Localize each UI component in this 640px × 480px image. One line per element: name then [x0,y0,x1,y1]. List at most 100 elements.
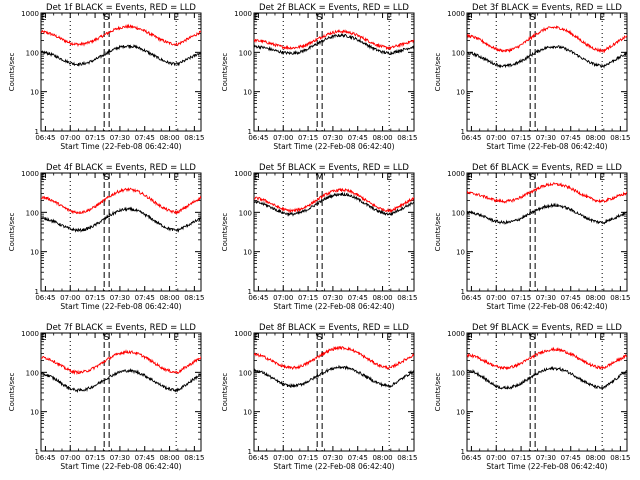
marker-letter: E [41,333,47,343]
x-tick-label: 07:30 [536,294,556,302]
y-axis-label: Counts/sec [221,53,229,92]
x-tick-label: 07:45 [348,134,368,142]
x-tick-label: 07:45 [561,454,581,462]
y-tick-label: 1 [248,128,252,136]
panel-frame [40,332,202,452]
x-tick-label: 07:30 [536,454,556,462]
marker-letter: M [316,173,324,183]
x-axis-label: Start Time (22-Feb-08 06:42:40) [486,142,607,151]
panel-det-4: Det 4f BLACK = Events, RED = LLD 1 10 100 10… [8,163,204,311]
x-tick-label: 07:15 [298,134,318,142]
x-tick-label: 07:30 [110,134,130,142]
x-tick-label: 08:00 [372,134,392,142]
marker-letter: E [467,173,473,183]
marker-letter: S [530,13,536,23]
marker-letter: S [317,13,323,23]
panel-title: Det 9f BLACK = Events, RED = LLD [472,323,622,333]
y-tick-label: 1 [248,288,252,296]
panel-det-5: Det 5f BLACK = Events, RED = LLD 1 10 100 10… [221,163,417,311]
x-tick-label: 08:15 [397,134,417,142]
y-tick-label: 100 [452,49,465,57]
y-tick-label: 1000 [447,170,465,178]
panel-series [254,345,414,389]
x-tick-label: 08:15 [610,294,630,302]
panel-series [467,182,627,225]
marker-letter: E [467,333,473,343]
y-tick-label: 1 [461,128,465,136]
x-tick-label: 06:45 [461,134,481,142]
x-tick-label: 08:00 [372,454,392,462]
y-tick-label: 10 [456,249,465,257]
panel-series [467,346,627,390]
panel-series [467,25,627,69]
y-axis-label: Counts/sec [434,53,442,92]
x-tick-label: 08:00 [585,294,605,302]
x-tick-label: 08:00 [159,294,179,302]
marker-letter: E [386,333,392,343]
x-tick-label: 07:00 [60,134,80,142]
marker-letter: E [41,173,47,183]
x-tick-label: 07:00 [273,134,293,142]
panel-det-7: Det 7f BLACK = Events, RED = LLD 1 10 100 10… [8,323,204,471]
x-tick-label: 07:00 [486,294,506,302]
series-line-lld [254,345,414,370]
x-tick-label: 07:30 [323,294,343,302]
y-tick-label: 1000 [21,10,39,18]
panel-frame [466,332,628,452]
panel-det-8: Det 8f BLACK = Events, RED = LLD 1 10 100 10… [221,323,417,471]
x-tick-label: 06:45 [35,294,55,302]
panel-title: Det 1f BLACK = Events, RED = LLD [46,3,196,13]
x-axis-label: Start Time (22-Feb-08 06:42:40) [486,462,607,471]
x-tick-label: 08:15 [184,454,204,462]
marker-letter: E [386,173,392,183]
x-tick-label: 06:45 [248,134,268,142]
y-axis-label: Counts/sec [221,213,229,252]
series-line-events [467,365,627,390]
y-tick-label: 10 [456,409,465,417]
x-tick-label: 08:00 [585,454,605,462]
x-tick-label: 08:00 [159,454,179,462]
x-tick-label: 07:30 [110,294,130,302]
marker-letter: S [530,173,536,183]
panel-det-3: Det 3f BLACK = Events, RED = LLD 1 10 100 10… [434,3,630,151]
y-tick-label: 1000 [447,10,465,18]
series-line-lld [254,187,414,214]
x-tick-label: 07:30 [323,454,343,462]
y-tick-label: 1 [35,288,39,296]
y-tick-label: 1000 [234,10,252,18]
panel-series [41,349,201,394]
series-line-lld [467,346,627,371]
series-line-lld [41,23,201,48]
x-axis-label: Start Time (22-Feb-08 06:42:40) [273,302,394,311]
x-tick-label: 08:15 [397,294,417,302]
x-tick-label: 06:45 [248,454,268,462]
x-tick-label: 07:45 [135,454,155,462]
panel-det-1: Det 1f BLACK = Events, RED = LLD 1 10 100 10… [8,3,204,151]
y-axis-label: Counts/sec [434,213,442,252]
x-tick-label: 08:15 [184,134,204,142]
series-line-events [254,33,414,56]
y-tick-label: 1000 [234,330,252,338]
marker-letter: S [104,13,110,23]
x-tick-label: 06:45 [461,454,481,462]
marker-letter: E [173,13,179,23]
x-axis-label: Start Time (22-Feb-08 06:42:40) [273,462,394,471]
panel-title: Det 2f BLACK = Events, RED = LLD [259,3,409,13]
x-tick-label: 07:45 [348,294,368,302]
x-tick-label: 07:30 [323,134,343,142]
y-tick-label: 100 [452,209,465,217]
series-line-lld [467,25,627,54]
y-tick-label: 1000 [21,330,39,338]
marker-letter: E [173,173,179,183]
y-tick-label: 100 [239,209,252,217]
x-tick-label: 07:30 [110,454,130,462]
y-tick-label: 100 [239,49,252,57]
y-tick-label: 10 [30,409,39,417]
x-tick-label: 07:15 [85,134,105,142]
series-line-lld [41,349,201,376]
y-tick-label: 10 [243,249,252,257]
x-tick-label: 07:45 [135,294,155,302]
series-line-lld [467,182,627,204]
x-tick-label: 08:15 [610,454,630,462]
